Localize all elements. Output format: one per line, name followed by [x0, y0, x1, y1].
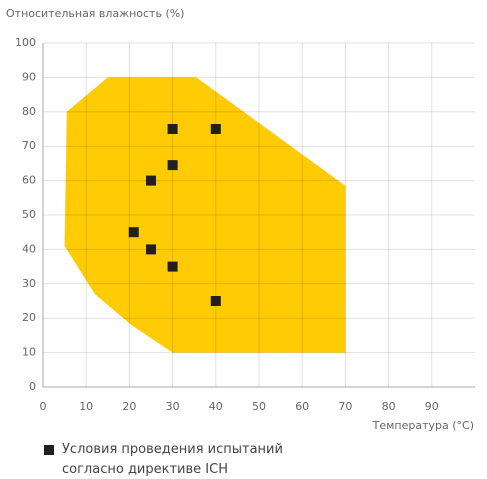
point [167, 124, 178, 134]
x-tick-label: 40 [209, 400, 223, 413]
legend-swatch [44, 445, 54, 455]
point [210, 296, 221, 306]
x-tick-label: 70 [338, 400, 352, 413]
y-tick-label: 40 [22, 242, 36, 255]
legend: Условия проведения испытаний согласно ди… [40, 440, 320, 479]
y-tick-label: 60 [22, 174, 36, 187]
x-tick-label: 20 [122, 400, 136, 413]
point [146, 244, 156, 255]
y-tick-label: 80 [22, 105, 36, 118]
y-tick-label: 30 [22, 277, 36, 290]
x-tick-label: 80 [382, 400, 396, 413]
x-tick-label: 60 [295, 400, 309, 413]
y-tick-label: 20 [22, 311, 36, 324]
point [128, 227, 139, 238]
y-tick-label: 100 [15, 36, 36, 49]
chart: Относительная влажность (%) Температура … [6, 7, 475, 432]
y-axis-label: Относительная влажность (%) [6, 7, 184, 20]
x-tick-label: 0 [40, 400, 47, 413]
x-tick-label: 30 [166, 400, 180, 413]
y-tick-label: 50 [22, 208, 36, 221]
y-tick-label: 70 [22, 139, 36, 152]
y-tick-label: 10 [22, 346, 36, 359]
point [167, 261, 178, 272]
y-tick-label: 90 [22, 70, 36, 83]
x-tick-label: 10 [79, 400, 93, 413]
x-axis-label: Температура (°C) [372, 419, 474, 432]
x-tick-label: 50 [252, 400, 266, 413]
point [167, 160, 178, 171]
point [146, 175, 156, 186]
point [210, 124, 221, 134]
operating-area [64, 77, 346, 353]
y-tick-label: 0 [29, 380, 36, 393]
x-tick-label: 90 [425, 400, 439, 413]
legend-label: Условия проведения испытаний согласно ди… [62, 442, 283, 477]
